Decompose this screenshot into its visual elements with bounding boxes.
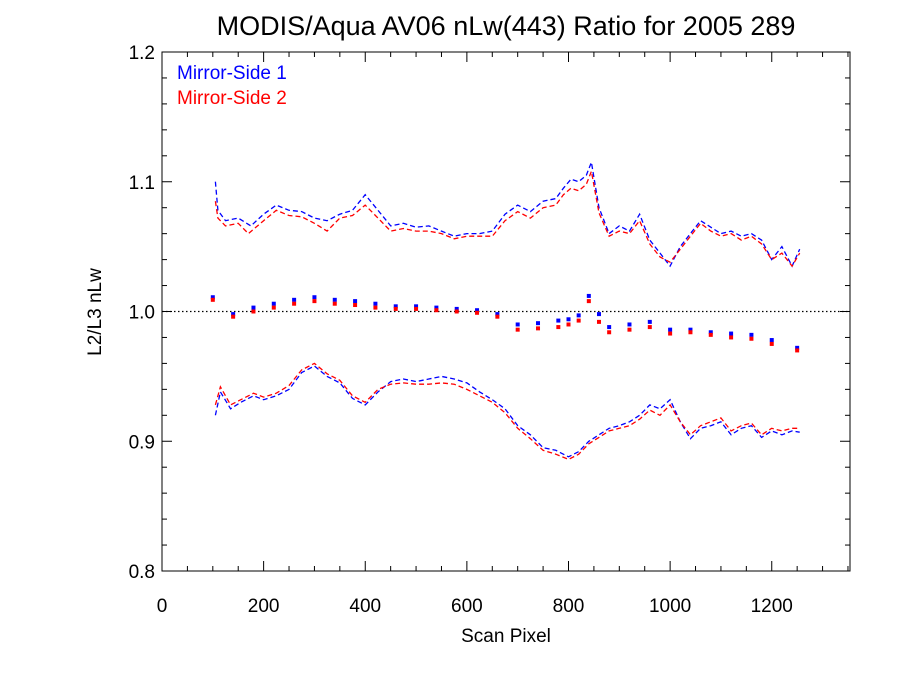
x-tick-labels: 0 200 400 600 800 1000 1200 <box>157 596 793 617</box>
x-tick-label: 1000 <box>649 596 691 617</box>
x-tick-label: 800 <box>553 596 585 617</box>
legend-entry-mirror-side-1: Mirror-Side 1 <box>177 63 287 84</box>
data-point-mirror-side-1 <box>454 306 459 311</box>
data-point-mirror-side-2 <box>586 299 591 304</box>
data-point-mirror-side-2 <box>271 305 276 310</box>
data-point-mirror-side-1 <box>596 312 601 317</box>
data-point-mirror-side-1 <box>556 318 561 323</box>
data-point-mirror-side-1 <box>607 325 612 330</box>
data-point-mirror-side-1 <box>708 330 713 335</box>
chart-title: MODIS/Aqua AV06 nLw(443) Ratio for 2005 … <box>217 11 796 41</box>
data-point-mirror-side-2 <box>292 301 297 306</box>
upper-bound-line-mirror-side-2 <box>214 169 801 268</box>
data-point-mirror-side-2 <box>795 348 800 353</box>
axis-ticks <box>161 51 850 572</box>
data-point-mirror-side-1 <box>536 321 541 326</box>
y-tick-label: 0.9 <box>129 432 155 453</box>
data-point-mirror-side-2 <box>312 299 317 304</box>
data-point-mirror-side-1 <box>251 305 256 310</box>
x-tick-label: 600 <box>451 596 483 617</box>
data-point-mirror-side-2 <box>566 322 571 327</box>
data-point-mirror-side-1 <box>515 322 520 327</box>
data-point-mirror-side-2 <box>749 336 754 341</box>
x-tick-label: 200 <box>248 596 280 617</box>
data-point-mirror-side-2 <box>231 314 236 319</box>
data-point-mirror-side-2 <box>414 306 419 311</box>
data-point-mirror-side-2 <box>332 301 337 306</box>
series-layer <box>210 159 801 461</box>
data-point-mirror-side-1 <box>393 304 398 309</box>
data-point-mirror-side-1 <box>475 308 480 313</box>
data-point-mirror-side-2 <box>708 332 713 337</box>
lower-bound-line-mirror-side-1 <box>214 365 800 458</box>
y-tick-labels: 0.8 0.9 1.0 1.1 1.2 <box>129 43 155 583</box>
y-tick-label: 1.1 <box>129 173 155 194</box>
data-point-mirror-side-1 <box>668 327 673 332</box>
y-tick-label: 1.0 <box>129 303 155 324</box>
data-point-mirror-side-2 <box>515 327 520 332</box>
data-point-mirror-side-1 <box>434 305 439 310</box>
data-point-mirror-side-1 <box>729 331 734 336</box>
data-point-mirror-side-1 <box>627 322 632 327</box>
data-point-mirror-side-1 <box>231 312 236 317</box>
data-point-mirror-side-2 <box>596 319 601 324</box>
data-point-mirror-side-1 <box>576 313 581 318</box>
data-point-mirror-side-2 <box>353 303 358 308</box>
y-axis-label: L2/L3 nLw <box>85 268 106 356</box>
data-point-mirror-side-2 <box>475 310 480 315</box>
x-axis-label: Scan Pixel <box>461 626 551 647</box>
data-point-mirror-side-2 <box>454 309 459 314</box>
data-point-mirror-side-2 <box>688 330 693 335</box>
data-point-mirror-side-2 <box>373 305 378 310</box>
data-point-mirror-side-2 <box>668 331 673 336</box>
data-point-mirror-side-1 <box>210 295 215 300</box>
data-point-mirror-side-2 <box>627 327 632 332</box>
data-point-mirror-side-1 <box>688 327 693 332</box>
data-point-mirror-side-2 <box>495 314 500 319</box>
data-point-mirror-side-1 <box>332 297 337 302</box>
y-tick-label: 0.8 <box>129 562 155 583</box>
data-point-mirror-side-2 <box>210 297 215 302</box>
lower-bound-line-mirror-side-2 <box>214 362 800 461</box>
data-point-mirror-side-2 <box>769 341 774 346</box>
data-point-mirror-side-2 <box>576 318 581 323</box>
data-point-mirror-side-2 <box>607 330 612 335</box>
data-point-mirror-side-2 <box>729 335 734 340</box>
plot-area <box>161 51 851 572</box>
x-tick-label: 0 <box>157 596 168 617</box>
data-point-mirror-side-1 <box>414 304 419 309</box>
data-point-mirror-side-1 <box>292 297 297 302</box>
x-tick-label: 1200 <box>751 596 793 617</box>
data-point-mirror-side-2 <box>536 326 541 331</box>
data-point-mirror-side-1 <box>566 317 571 322</box>
data-point-mirror-side-2 <box>647 325 652 330</box>
data-point-mirror-side-1 <box>647 319 652 324</box>
upper-bound-line-mirror-side-1 <box>214 159 801 268</box>
data-point-mirror-side-1 <box>769 338 774 343</box>
data-point-mirror-side-1 <box>795 345 800 350</box>
x-tick-label: 400 <box>349 596 381 617</box>
data-point-mirror-side-2 <box>251 309 256 314</box>
data-point-mirror-side-2 <box>393 306 398 311</box>
data-point-mirror-side-1 <box>586 293 591 298</box>
data-point-mirror-side-1 <box>312 295 317 300</box>
data-point-mirror-side-1 <box>271 301 276 306</box>
y-tick-label: 1.2 <box>129 43 155 64</box>
legend-entry-mirror-side-2: Mirror-Side 2 <box>177 88 287 109</box>
data-point-mirror-side-2 <box>556 325 561 330</box>
data-point-mirror-side-1 <box>373 301 378 306</box>
data-point-mirror-side-1 <box>749 332 754 337</box>
data-point-mirror-side-2 <box>434 308 439 313</box>
data-point-mirror-side-1 <box>353 299 358 304</box>
data-point-mirror-side-1 <box>495 312 500 317</box>
legend: Mirror-Side 1 Mirror-Side 2 <box>177 63 287 109</box>
